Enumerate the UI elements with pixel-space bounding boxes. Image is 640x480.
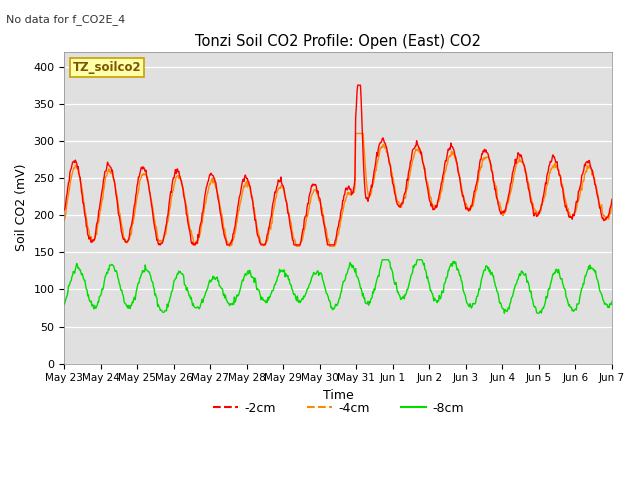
Text: No data for f_CO2E_4: No data for f_CO2E_4 xyxy=(6,14,125,25)
X-axis label: Time: Time xyxy=(323,389,353,402)
Y-axis label: Soil CO2 (mV): Soil CO2 (mV) xyxy=(15,164,28,252)
Text: TZ_soilco2: TZ_soilco2 xyxy=(72,61,141,74)
Legend: -2cm, -4cm, -8cm: -2cm, -4cm, -8cm xyxy=(208,397,468,420)
Title: Tonzi Soil CO2 Profile: Open (East) CO2: Tonzi Soil CO2 Profile: Open (East) CO2 xyxy=(195,34,481,49)
